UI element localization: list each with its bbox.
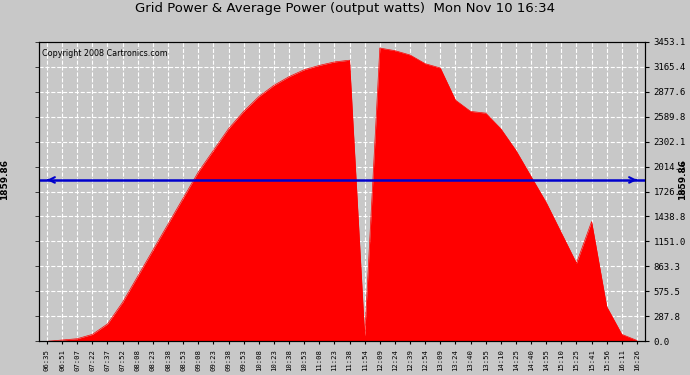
- Text: Grid Power & Average Power (output watts)  Mon Nov 10 16:34: Grid Power & Average Power (output watts…: [135, 2, 555, 15]
- Text: 1859.86: 1859.86: [0, 159, 9, 201]
- Text: 1859.86: 1859.86: [678, 159, 687, 201]
- Text: Copyright 2008 Cartronics.com: Copyright 2008 Cartronics.com: [43, 49, 168, 58]
